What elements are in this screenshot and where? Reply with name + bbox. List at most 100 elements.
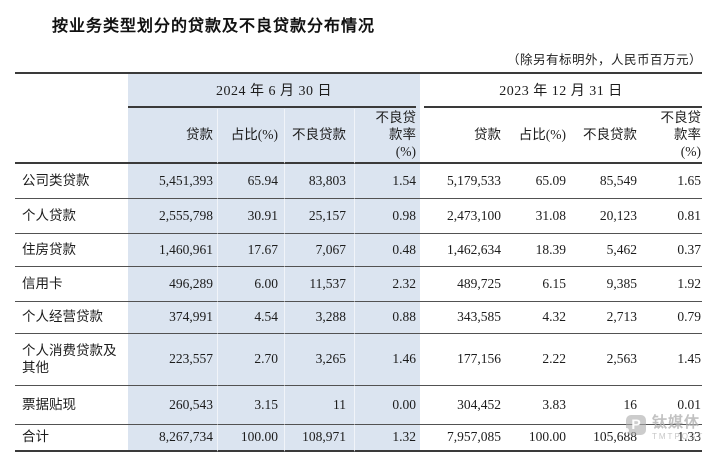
row-label: 个人经营贷款 (15, 301, 128, 333)
period-header-row: 2024 年 6 月 30 日 2023 年 12 月 31 日 (15, 74, 702, 109)
cell: 5,179,533 (447, 172, 501, 188)
cell: 3,288 (285, 301, 355, 333)
watermark-brand-cn: 钛媒体 (652, 415, 701, 431)
cell: 1,460,961 (128, 233, 218, 266)
loans-by-business-type-table: 2024 年 6 月 30 日 2023 年 12 月 31 日 贷款 占比(%… (15, 72, 702, 452)
cell: 4.32 (503, 301, 568, 333)
cell: 100.00 (503, 424, 568, 452)
cell: 108,971 (285, 424, 355, 452)
cell: 0.98 (355, 198, 420, 233)
page-title: 按业务类型划分的贷款及不良贷款分布情况 (52, 18, 376, 35)
cell: 17.67 (218, 233, 285, 266)
table-row: 信用卡 496,289 6.00 11,537 2.32 489,725 6.15 9,385… (15, 266, 702, 301)
row-label: 信用卡 (15, 266, 128, 301)
cell: 11 (285, 385, 355, 424)
cell: 0.81 (638, 198, 702, 233)
row-label: 合计 (15, 424, 128, 452)
cell: 1.33 (638, 424, 702, 452)
cell: 3.15 (218, 385, 285, 424)
cell: 260,543 (128, 385, 218, 424)
cell: 65.94 (218, 164, 285, 198)
cell: 0.88 (355, 301, 420, 333)
cell: 6.00 (218, 266, 285, 301)
cell: 1.54 (355, 164, 420, 198)
unit-note: （除另有标明外，人民币百万元） (506, 53, 702, 67)
table-row: 个人经营贷款 374,991 4.54 3,288 0.88 343,585 4.32 2,7… (15, 301, 702, 333)
logo-letter: P (631, 416, 641, 432)
col-header-loans-2023: 贷款 (420, 109, 503, 164)
cell: 2.32 (355, 266, 420, 301)
cell: 304,452 (420, 385, 503, 424)
cell: 4.54 (218, 301, 285, 333)
col-header-npl-ratio-2023: 不良贷款率(%) (638, 109, 702, 164)
cell: 11,537 (285, 266, 355, 301)
cell: 100.00 (218, 424, 285, 452)
col-header-share-2024: 占比(%) (218, 109, 285, 164)
period-header-2024: 2024 年 6 月 30 日 (128, 74, 420, 109)
cell: 7,067 (285, 233, 355, 266)
watermark-text: 钛媒体 TMTPOST (652, 415, 704, 442)
row-label: 票据贴现 (15, 385, 128, 424)
tmtpost-watermark: P 钛媒体 TMTPOST (624, 415, 704, 442)
tmtpost-logo-icon: P (624, 415, 646, 435)
cell: 16 (568, 385, 638, 424)
table-row: 公司类贷款 5,451,393 65.94 83,803 1.54 5,179,533 65… (15, 164, 702, 198)
cell: 1.45 (638, 333, 702, 385)
table-row: 个人消费贷款及其他 223,557 2.70 3,265 1.46 177,156 2.22… (15, 333, 702, 385)
cell: 1.65 (677, 172, 701, 188)
cell: 8,267,734 (128, 424, 218, 452)
cell: 2.22 (503, 333, 568, 385)
cell: 0.48 (355, 233, 420, 266)
cell: 223,557 (128, 333, 218, 385)
cell: 20,123 (568, 198, 638, 233)
period-header-2023: 2023 年 12 月 31 日 (499, 83, 623, 99)
cell: 2,555,798 (128, 198, 218, 233)
cell: 2,563 (568, 333, 638, 385)
cell: 3,265 (285, 333, 355, 385)
cell: 1.32 (355, 424, 420, 452)
loans-table: 2024 年 6 月 30 日 2023 年 12 月 31 日 贷款 占比(%… (15, 72, 702, 452)
row-label: 个人消费贷款及其他 (15, 333, 128, 385)
table-row: 合计 8,267,734 100.00 108,971 1.32 7,957,085 100… (15, 424, 702, 452)
col-header-npl-2024: 不良贷款 (285, 109, 355, 164)
cell: 1,462,634 (420, 233, 503, 266)
col-header-npl-2023: 不良贷款 (568, 109, 638, 164)
cell: 2.70 (218, 333, 285, 385)
cell: 489,725 (420, 266, 503, 301)
cell: 25,157 (285, 198, 355, 233)
cell: 0.01 (638, 385, 702, 424)
cell: 30.91 (218, 198, 285, 233)
cell: 1.46 (355, 333, 420, 385)
cell: 3.83 (503, 385, 568, 424)
cell: 2,713 (568, 301, 638, 333)
period-underline-2023 (424, 106, 702, 108)
row-label: 住房贷款 (15, 233, 128, 266)
cell: 7,957,085 (420, 424, 503, 452)
cell: 31.08 (503, 198, 568, 233)
cell: 496,289 (128, 266, 218, 301)
cell: 1.92 (638, 266, 702, 301)
cell: 374,991 (128, 301, 218, 333)
col-header-npl-ratio-2024: 不良贷款率(%) (355, 109, 420, 164)
cell: 65.09 (535, 172, 566, 188)
cell: 5,462 (568, 233, 638, 266)
table-row: 票据贴现 260,543 3.15 11 0.00 304,452 3.83 16 0.01 (15, 385, 702, 424)
cell: 85,549 (599, 172, 637, 188)
table-row: 个人贷款 2,555,798 30.91 25,157 0.98 2,473,100 31.… (15, 198, 702, 233)
cell: 9,385 (568, 266, 638, 301)
col-header-loans-2024: 贷款 (128, 109, 218, 164)
row-label: 公司类贷款 (22, 172, 90, 188)
corner-cell (15, 74, 128, 109)
cell: 18.39 (503, 233, 568, 266)
period-underline-2024 (128, 106, 416, 108)
table-row: 住房贷款 1,460,961 17.67 7,067 0.48 1,462,634 18.3… (15, 233, 702, 266)
cell: 2,473,100 (420, 198, 503, 233)
row-label: 个人贷款 (15, 198, 128, 233)
table-body: 公司类贷款 5,451,393 65.94 83,803 1.54 5,179,533 65… (15, 164, 702, 452)
cell: 0.37 (638, 233, 702, 266)
column-header-row: 贷款 占比(%) 不良贷款 不良贷款率(%) 贷款 占比(%) 不良贷款 不良贷… (15, 109, 702, 164)
cell: 83,803 (285, 164, 355, 198)
cell: 0.79 (638, 301, 702, 333)
cell: 5,451,393 (128, 164, 218, 198)
cell: 343,585 (420, 301, 503, 333)
